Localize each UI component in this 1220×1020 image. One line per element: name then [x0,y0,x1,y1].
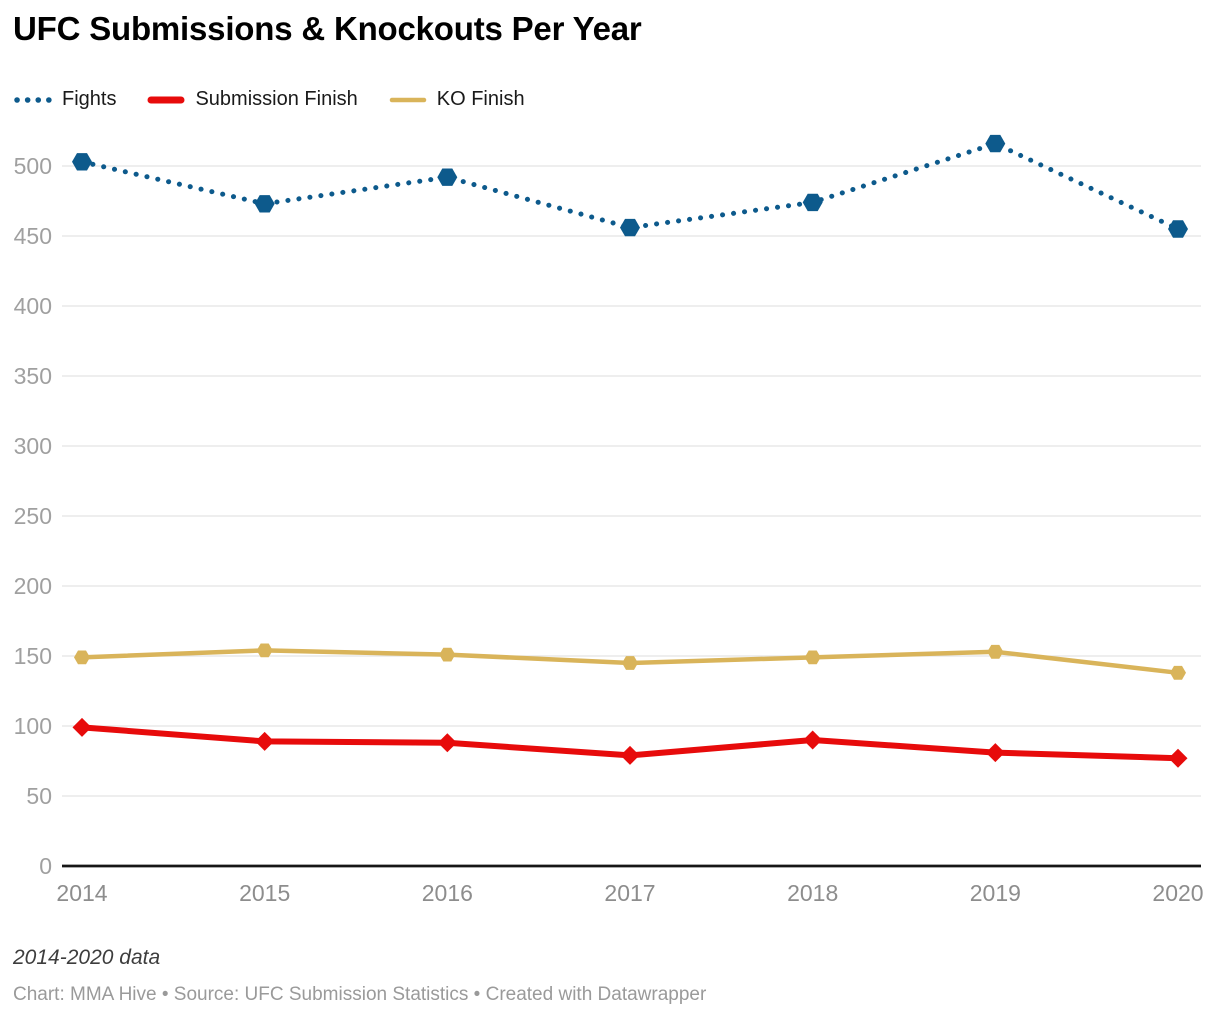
submission-finish-marker-2018[interactable] [803,730,823,750]
submission-finish-marker-2016[interactable] [437,733,457,753]
fights-marker-2020[interactable] [1168,220,1188,238]
fights-marker-2019[interactable] [985,134,1006,153]
legend-label-fights: Fights [62,88,117,110]
footer-note: 2014-2020 data [13,946,161,969]
legend-item-submission-finish: Submission Finish [146,88,358,111]
fights-line [79,141,1181,232]
x-tick-label-2017: 2017 [604,880,655,906]
x-axis-labels: 2014 2015 2016 2017 2018 2019 2020 [56,880,1203,906]
submission-finish-marker-2019[interactable] [985,743,1005,763]
legend-item-fights: Fights [13,88,116,111]
y-tick-label-350: 350 [14,363,52,389]
y-tick-label-50: 50 [26,783,52,809]
y-tick-label-500: 500 [14,153,52,179]
ko-finish-marker-2014[interactable] [74,650,90,665]
chart-legend: Fights Submission Finish KO Finish [13,88,525,111]
y-gridlines [62,165,1201,868]
x-tick-label-2018: 2018 [787,880,838,906]
series-fights [72,134,1188,238]
legend-label-submission-finish: Submission Finish [195,88,358,110]
y-axis-labels: 0 50 100 150 200 250 300 350 400 450 500 [14,153,52,879]
x-tick-label-2020: 2020 [1152,880,1203,906]
series-ko-finish [74,643,1186,680]
x-tick-label-2015: 2015 [239,880,290,906]
y-tick-label-400: 400 [14,293,52,319]
submission-line-swatch-icon [147,96,185,103]
chart-title: UFC Submissions & Knockouts Per Year [13,10,642,47]
x-tick-label-2019: 2019 [970,880,1021,906]
fights-marker-2017[interactable] [620,218,640,237]
fights-marker-2014[interactable] [72,153,92,171]
y-tick-label-0: 0 [39,853,52,879]
footer-credit: Chart: MMA Hive • Source: UFC Submission… [13,984,707,1005]
ko-finish-marker-2020[interactable] [1170,665,1186,680]
y-tick-label-450: 450 [14,223,52,249]
legend-item-ko-finish: KO Finish [388,88,525,111]
fights-marker-2015[interactable] [254,195,275,213]
y-tick-label-300: 300 [14,433,52,459]
x-tick-label-2014: 2014 [56,880,107,906]
fights-marker-2016[interactable] [437,168,458,186]
ko-line-swatch-icon [389,97,427,102]
ko-finish-marker-2018[interactable] [804,650,821,665]
x-tick-label-2016: 2016 [422,880,473,906]
y-tick-label-150: 150 [14,643,52,669]
ko-finish-marker-2016[interactable] [439,647,456,662]
submission-finish-marker-2020[interactable] [1168,748,1188,768]
y-tick-label-250: 250 [14,503,52,529]
submission-finish-marker-2014[interactable] [72,717,92,737]
ko-finish-marker-2019[interactable] [987,644,1004,659]
legend-label-ko-finish: KO Finish [436,88,525,110]
y-tick-label-100: 100 [14,713,52,739]
fights-marker-2018[interactable] [802,193,823,212]
ko-finish-marker-2015[interactable] [256,643,273,658]
y-tick-label-200: 200 [14,573,52,599]
submission-finish-marker-2017[interactable] [620,745,640,765]
series-submission-finish [72,717,1188,768]
ko-finish-marker-2017[interactable] [622,656,638,670]
submission-finish-marker-2015[interactable] [255,731,275,751]
